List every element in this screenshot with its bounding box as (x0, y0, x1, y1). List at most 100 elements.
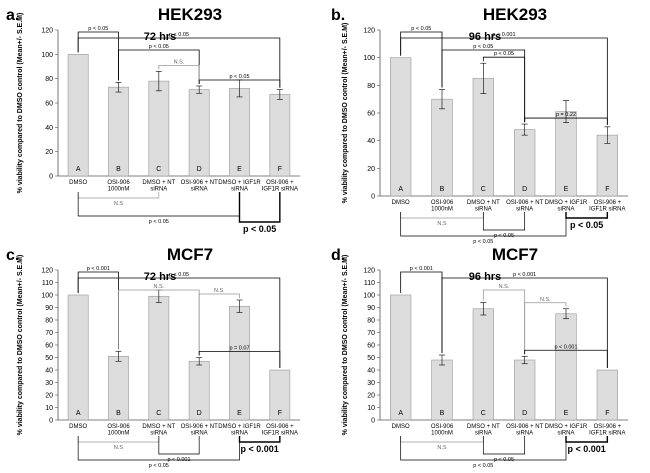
y-tick-label: 110 (364, 280, 375, 287)
time-label: 72 hrs (144, 31, 176, 43)
x-tick-label: DMSO (69, 424, 87, 430)
bar (390, 57, 412, 197)
significance-label: N.S. (174, 59, 185, 65)
significance-label: N.S. (214, 288, 225, 294)
y-tick-label: 60 (45, 101, 53, 108)
bar-letter: D (522, 186, 527, 193)
bottom-bracket (238, 436, 281, 443)
y-tick-label: 80 (367, 83, 375, 90)
x-tick-label: DMSO (392, 200, 410, 206)
bar (108, 86, 129, 177)
bottom-significance-label: p < 0.05 (473, 239, 493, 245)
significance-label: p < 0.05 (88, 26, 108, 32)
y-tick-label: 40 (367, 138, 375, 145)
y-tick-label: 90 (367, 305, 375, 312)
x-tick-label: DMSO (392, 424, 410, 430)
x-tick-label: DMSO + IGF1R siRNA (218, 424, 261, 437)
bottom-significance-label: p < 0.05 (149, 219, 169, 225)
chart-title: MCF7 (167, 245, 213, 264)
significance-label: p < 0.001 (87, 266, 110, 272)
time-label: 96 hrs (469, 31, 501, 43)
x-tick-label: OSI-906 1000nM (107, 424, 130, 437)
x-tick-label: OSI-906 + IGF1R siRNA (262, 424, 298, 437)
significance-label: p < 0.05 (229, 74, 249, 80)
y-tick-label: 40 (367, 368, 375, 375)
bar (390, 294, 412, 421)
y-tick-label: 0 (371, 418, 375, 425)
bar-letter: E (564, 410, 569, 417)
bar-letter: F (605, 186, 609, 193)
bottom-significance-label: p < 0.05 (243, 224, 276, 234)
bar (148, 80, 170, 177)
y-tick-label: 50 (45, 355, 53, 362)
significance-label: p < 0.05 (169, 272, 189, 278)
bottom-significance-label: N.S (437, 221, 447, 227)
bottom-significance-label: p < 0.05 (473, 463, 493, 469)
bar (229, 305, 250, 421)
bar-letter: F (605, 410, 609, 417)
y-tick-label: 100 (363, 55, 375, 62)
x-tick-label: OSI-906 + IGF1R siRNA (589, 200, 625, 213)
x-tick-label: DMSO + NT siRNA (142, 180, 175, 193)
y-tick-label: 70 (367, 330, 375, 337)
x-tick-label: OSI-906 + IGF1R siRNA (589, 424, 625, 437)
bar-letter: C (481, 186, 486, 193)
x-tick-label: DMSO + IGF1R siRNA (545, 424, 588, 437)
bottom-bracket (400, 212, 484, 219)
significance-label: p < 0.05 (411, 26, 431, 32)
significance-bracket (400, 37, 608, 125)
bar (472, 308, 494, 421)
y-tick-label: 60 (367, 111, 375, 118)
x-tick-label: OSI-906 + NT siRNA (181, 424, 219, 437)
y-tick-label: 120 (41, 268, 53, 275)
y-tick-label: 80 (45, 76, 53, 83)
y-axis-label: % viability compared to DMSO control (Me… (342, 23, 349, 204)
bottom-bracket (400, 436, 484, 443)
bottom-bracket (400, 436, 567, 461)
y-axis-label: % viability compared to DMSO control (Me… (342, 255, 349, 436)
bar-letter: C (156, 166, 161, 173)
y-tick-label: 110 (42, 280, 53, 287)
significance-label: N.S. (499, 284, 510, 290)
significance-bracket (441, 277, 608, 368)
bar-letter: E (237, 410, 242, 417)
panel-label: d. (331, 247, 345, 264)
bar-letter: A (398, 410, 403, 417)
significance-label: p < 0.001 (492, 32, 515, 38)
y-tick-label: 80 (367, 318, 375, 325)
y-tick-label: 0 (371, 194, 375, 201)
bottom-bracket (77, 436, 160, 443)
bar (148, 295, 170, 421)
chart-panel-1: a. HEK293 0 20 40 60 80 100 120 % viability compa… (6, 5, 300, 234)
bottom-bracket (565, 212, 609, 219)
bottom-bracket (238, 192, 281, 223)
y-tick-label: 90 (45, 305, 53, 312)
bar-letter: D (197, 410, 202, 417)
bar (472, 78, 494, 197)
x-tick-label: DMSO + NT siRNA (467, 424, 500, 437)
bar (229, 88, 250, 177)
bar-letter: B (440, 186, 445, 193)
x-tick-label: DMSO + NT siRNA (142, 424, 175, 437)
bar (188, 89, 210, 177)
significance-bracket (77, 37, 281, 88)
significance-label: p < 0.05 (494, 51, 514, 57)
x-tick-label: DMSO + IGF1R siRNA (218, 180, 261, 193)
bottom-significance-label: N.S (114, 445, 124, 451)
y-tick-label: 50 (367, 355, 375, 362)
y-tick-label: 120 (363, 268, 375, 275)
bottom-bracket (482, 436, 526, 455)
bar (67, 294, 89, 421)
significance-bracket (482, 56, 526, 123)
bar (555, 313, 577, 421)
significance-bracket (524, 349, 608, 368)
y-tick-label: 80 (45, 318, 53, 325)
x-tick-label: OSI-906 + NT siRNA (506, 424, 544, 437)
x-tick-label: DMSO + IGF1R siRNA (545, 200, 588, 213)
y-tick-label: 30 (45, 380, 53, 387)
bar (269, 369, 291, 421)
bar (431, 98, 453, 197)
bottom-significance-label: p < 0.05 (149, 463, 169, 469)
significance-label: N.S. (153, 284, 164, 290)
